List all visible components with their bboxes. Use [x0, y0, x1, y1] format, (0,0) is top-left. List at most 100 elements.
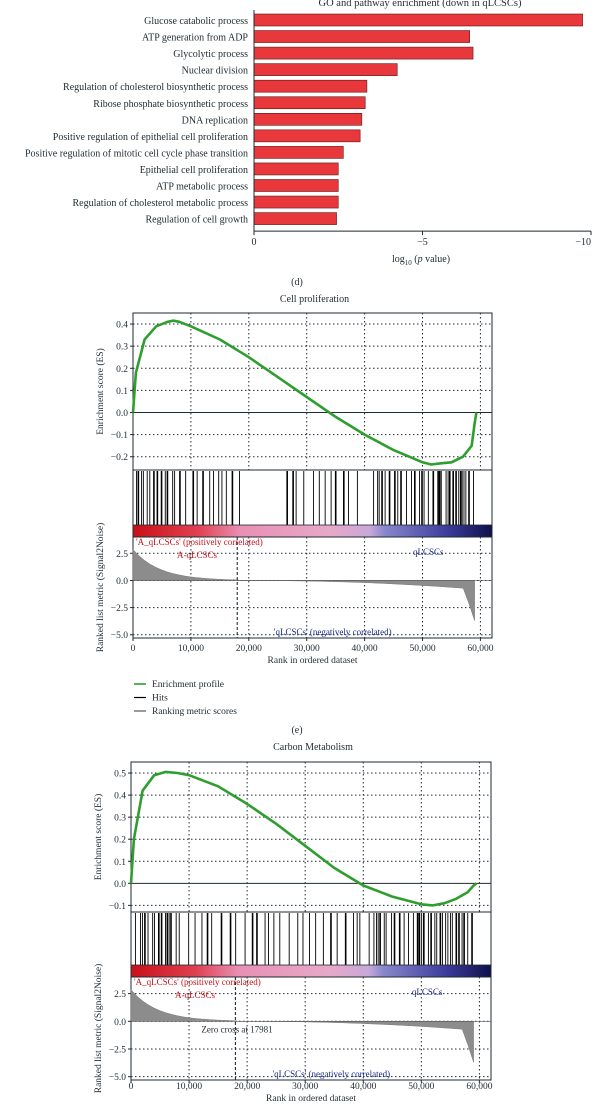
panel-f-xlabel: Rank in ordered dataset — [266, 1094, 356, 1104]
category-label-d-4: Regulation of cholesterol biosynthetic p… — [63, 82, 248, 93]
panel-e-es-ytick-label-5: −0.1 — [111, 431, 128, 441]
category-label-d-8: Positive regulation of mitotic cell cycl… — [25, 148, 248, 159]
panel-d-title: GO and pathway enrichment (down in qLCSC… — [319, 0, 522, 9]
category-label-d-1: ATP generation from ADP — [142, 33, 248, 44]
panel-e-xtick-label-2: 20,000 — [236, 644, 262, 654]
category-label-d-9: Epithelial cell proliferation — [140, 165, 248, 176]
bar-d-7 — [253, 129, 361, 143]
panel-e-title: Cell proliferation — [280, 294, 349, 305]
panel-e-xtick-label-3: 30,000 — [294, 644, 320, 654]
panel-e-met-ylabel: Ranked list metric (Signal2Noise) — [95, 523, 106, 653]
panel-f-pos-group: A-qLCSCs — [175, 990, 216, 1000]
bar-d-0 — [253, 13, 583, 27]
bar-d-4 — [253, 79, 368, 93]
legend-label-0: Enrichment profile — [152, 679, 224, 690]
panel-e-pos-group: A-qLCSCs — [177, 550, 218, 560]
panel-e-label: (e) — [291, 725, 302, 736]
panel-f-met-ytick-label-3: −5.0 — [109, 1073, 126, 1083]
bar-d-9 — [253, 162, 339, 176]
gsea-panel-f: Carbon Metabolism 0.5 0.4 0.3 0.2 0.1 0.0 −0.1 E… — [93, 742, 493, 1104]
bar-d-1 — [253, 30, 470, 43]
panel-e-xlabel: Rank in ordered dataset — [268, 656, 358, 666]
panel-d: GO and pathway enrichment (down in qLCSC… — [25, 0, 592, 288]
panel-f-hits — [134, 913, 473, 965]
category-label-d-11: Regulation of cholesterol metabolic proc… — [72, 198, 248, 209]
x-tick-label-d-2: −10 — [575, 237, 591, 248]
panel-f-met-ytick-label-0: 2.5 — [114, 990, 126, 1000]
panel-e-xtick-label-4: 40,000 — [352, 644, 378, 654]
panel-e-neg-label: 'qLCSCs' (negatively correlated) — [274, 627, 392, 637]
panel-f-enrichment-profile-line — [129, 770, 478, 907]
bar-d-8 — [253, 146, 344, 159]
category-label-d-5: Ribose phosphate biosynthetic process — [93, 99, 248, 110]
panel-e-rank-gradient — [132, 524, 493, 538]
category-label-d-7: Positive regulation of epithelial cell p… — [53, 132, 248, 143]
panel-f-neg-group: qLCSCs — [412, 987, 443, 997]
panel-f-es-ytick-label-5: 0.0 — [114, 880, 126, 890]
panel-e-es-ytick-label-2: 0.2 — [116, 365, 128, 375]
panel-e-enrichment-profile-line — [131, 319, 478, 466]
panel-e-es-ytick-label-6: −0.2 — [111, 453, 128, 463]
category-label-d-12: Regulation of cell growth — [146, 215, 248, 226]
panel-f-es-ytick-label-2: 0.3 — [114, 814, 126, 824]
panel-e-es-frame — [132, 312, 493, 471]
panel-f-xtick-label-6: 60,000 — [466, 1082, 492, 1092]
bar-d-3 — [253, 63, 398, 76]
panel-f-es-ytick-label-6: −0.1 — [109, 902, 126, 912]
panel-f-xtick-label-3: 30,000 — [292, 1082, 318, 1092]
panel-e-xtick-label-5: 50,000 — [409, 644, 435, 654]
panel-e-es-ytick-label-4: 0.0 — [116, 409, 128, 419]
legend-label-1: Hits — [152, 694, 168, 704]
panel-e-xtick-label-1: 10,000 — [178, 644, 204, 654]
panel-f-met-ylabel: Ranked list metric (Signal2Noise) — [93, 964, 104, 1094]
panel-f-title: Carbon Metabolism — [273, 742, 353, 753]
panel-e-met-ytick-label-2: −2.5 — [111, 604, 128, 614]
panel-f-pos-label: 'A_qLCSCs' (positively correlated) — [134, 977, 261, 987]
bar-d-6 — [253, 113, 363, 126]
panel-e-neg-group: qLCSCs — [413, 547, 444, 557]
legend-label-2: Ranking metric scores — [152, 707, 237, 717]
panel-f-ranking-metric-area — [130, 989, 474, 1063]
panel-f-es-ylabel: Enrichment score (ES) — [93, 794, 104, 881]
panel-e-met-ytick-label-1: 0.0 — [116, 577, 128, 587]
bar-d-12 — [253, 212, 337, 225]
panel-f-es-ytick-label-3: 0.2 — [114, 836, 126, 846]
panel-f-es-frame — [130, 761, 492, 913]
panel-f-zero-cross-label: Zero cross at 17981 — [201, 1025, 272, 1035]
category-label-d-3: Nuclear division — [182, 66, 248, 77]
panel-e-xtick-label-6: 60,000 — [467, 644, 493, 654]
panel-e-es-ytick-label-0: 0.4 — [116, 321, 128, 331]
bar-d-10 — [253, 179, 339, 192]
panel-f-met-ytick-label-1: 0.0 — [114, 1018, 126, 1028]
panel-e-xtick-label-0: 0 — [131, 644, 136, 654]
panel-f-es-ytick-label-0: 0.5 — [114, 770, 126, 780]
panel-f-xtick-label-2: 20,000 — [234, 1082, 260, 1092]
x-tick-label-d-0: 0 — [252, 237, 257, 248]
x-tick-label-d-1: −5 — [417, 237, 428, 248]
category-label-d-6: DNA replication — [182, 115, 248, 126]
panel-e-es-ytick-label-1: 0.3 — [116, 343, 128, 353]
panel-d-label: (d) — [291, 277, 303, 288]
panel-f-es-ytick-label-1: 0.4 — [114, 792, 126, 802]
panel-e-es-ytick-label-3: 0.1 — [116, 387, 128, 397]
bar-chart-d: Glucose catabolic process ATP generation … — [25, 10, 592, 248]
panel-e-hits — [135, 471, 474, 525]
panel-e-es-ylabel: Enrichment score (ES) — [95, 348, 106, 435]
panel-e-ranking-metric-area — [132, 548, 475, 621]
panel-f-xtick-label-5: 50,000 — [408, 1082, 434, 1092]
category-label-d-0: Glucose catabolic process — [144, 16, 248, 27]
gsea-legend: Enrichment profile Hits Ranking metric sco… — [134, 679, 237, 717]
bar-d-2 — [253, 46, 474, 60]
panel-f-met-ytick-label-2: −2.5 — [109, 1045, 126, 1055]
panel-e-metric-frame — [132, 536, 493, 639]
panel-e-met-ytick-label-3: −5.0 — [111, 631, 128, 641]
panel-f-neg-label: 'qLCSCs' (negatively correlated) — [272, 1069, 390, 1079]
panel-d-xlabel: log10 (p value) — [392, 254, 450, 267]
panel-e-pos-label: 'A_qLCSCs' (positively correlated) — [136, 537, 263, 547]
panel-f-xtick-label-0: 0 — [129, 1082, 134, 1092]
category-label-d-2: Glycolytic process — [173, 49, 248, 60]
panel-f-xtick-label-1: 10,000 — [176, 1082, 202, 1092]
category-label-d-10: ATP metabolic process — [156, 182, 248, 193]
bar-d-5 — [253, 96, 366, 110]
panel-f-metric-frame — [130, 976, 492, 1081]
